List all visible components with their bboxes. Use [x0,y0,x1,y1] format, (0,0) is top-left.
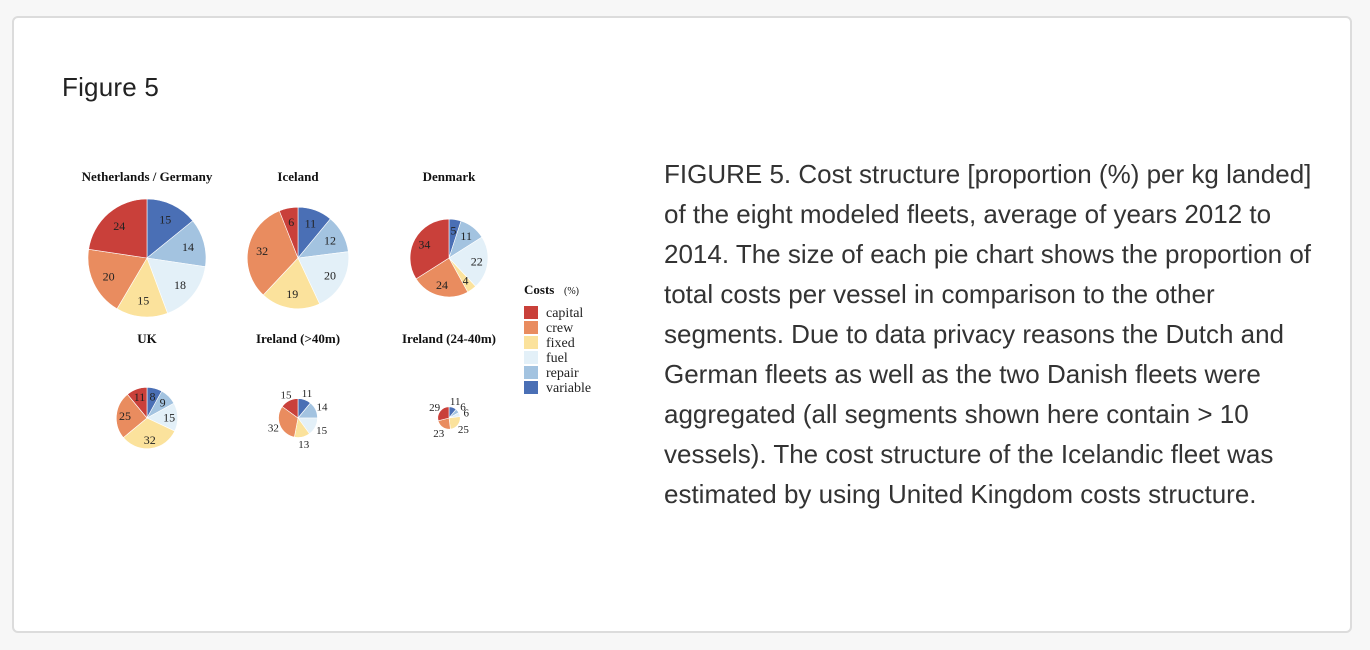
slice-label: 22 [471,255,483,269]
pie-slice-crew [87,248,148,310]
slice-label: 11 [460,229,472,243]
legend-label-capital: capital [546,306,583,321]
legend-swatch-variable [524,381,538,394]
slice-label: 34 [418,238,430,252]
pie-slice-capital [409,218,450,280]
pie-slice-fixed [262,257,320,310]
slice-label: 9 [160,395,166,409]
slice-label: 32 [256,244,268,258]
pie-group: Ireland (24-40m) 11 66 25 23 29 [402,331,496,440]
pie-title: Ireland (>40m) [256,331,340,346]
slice-label: 8 [150,390,156,404]
pie-slice-fixed [116,257,168,318]
legend-swatch-repair [524,366,538,379]
legend-label-repair: repair [546,366,579,381]
legend-swatch-crew [524,321,538,334]
pie-title: Iceland [277,169,319,184]
slice-label: 15 [159,213,171,227]
slice-label: 6 [288,215,294,229]
slice-label: 14 [182,240,194,254]
pie-slice-fixed [122,417,176,449]
pie-group: Netherlands / Germany 15 14 18 15 20 24 [82,169,213,318]
pie-group: Denmark 5 11 224 24 34 [409,169,489,298]
slice-label: 15 [281,389,293,401]
legend-label-fixed: fixed [546,336,575,351]
slice-label: 25 [119,409,131,423]
pie-slice-fuel [146,257,206,314]
pie-slice-fuel [448,236,489,287]
figure-title: Figure 5 [62,72,159,102]
slice-label: 11 [450,396,461,408]
slice-label: 15 [163,410,175,424]
slice-label: 32 [268,423,279,435]
slice-label: 11 [134,390,146,404]
pie-title: Denmark [423,169,476,184]
slice-label: 11 [302,388,313,400]
legend-label-crew: crew [546,321,574,336]
pie-slice-capital [281,398,299,419]
pie-slice-capital [127,387,148,419]
pie-group: Iceland 11 12 20 19 32 6 [246,169,350,310]
pie-slice-crew [278,406,299,438]
legend-unit: (%) [564,286,579,297]
pie-group: Ireland (>40m) 11 14 15 13 32 15 [256,331,340,451]
slice-label: 11 [305,217,317,231]
slice-label: 24 [436,278,448,292]
slice-label: 6 [460,401,466,413]
pie-chart-grid: Netherlands / Germany 15 14 18 15 20 24 Iceland… [82,169,591,451]
pie-slice-crew [246,210,299,296]
slice-label: 23 [433,428,445,440]
figure-card: Figure 5 Netherlands / Germany 15 14 18 15 20… [12,16,1352,633]
pie-slice-crew [116,393,148,438]
pie-slice-crew [415,257,469,298]
slice-label: 13 [298,439,310,451]
pie-title: Netherlands / Germany [82,169,213,184]
legend: Costs (%) capitalcrewfixedfuelrepairvariab… [524,282,591,396]
slice-label: 15 [137,293,149,307]
slice-label: 32 [144,433,156,447]
slice-label: 5 [450,223,456,237]
pie-slice-capital [437,406,450,422]
slice-label: 15 [316,425,328,437]
legend-title: Costs [524,282,554,297]
slice-label: 14 [317,402,329,414]
slice-label: 29 [429,402,441,414]
figure-caption: FIGURE 5. Cost structure [proportion (%)… [664,159,1312,509]
slice-label: 12 [324,233,336,247]
slice-label: 4 [463,274,469,288]
slice-label: 18 [174,278,186,292]
pie-slice-capital [88,198,148,259]
pie-slice-variable [146,198,194,259]
pie-slice-capital [278,206,299,259]
legend-swatch-fixed [524,336,538,349]
pie-slice-fuel [297,251,350,305]
slice-label: 19 [286,287,298,301]
legend-swatch-capital [524,306,538,319]
legend-label-variable: variable [546,381,591,396]
pie-title: UK [137,331,157,346]
slice-label: 6 [464,407,470,419]
legend-label-fuel: fuel [546,351,568,366]
slice-label: 20 [324,269,336,283]
legend-swatch-fuel [524,351,538,364]
pie-title: Ireland (24-40m) [402,331,496,346]
slice-label: 20 [103,269,115,283]
slice-label: 24 [113,219,125,233]
slice-label: 25 [458,424,470,436]
